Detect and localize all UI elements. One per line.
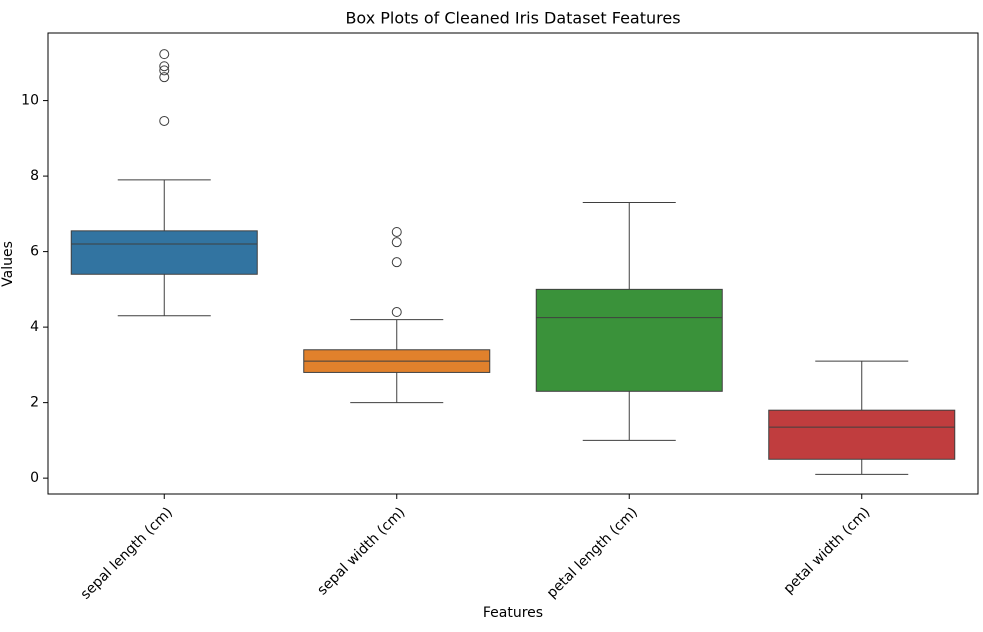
y-tick-label: 4 bbox=[30, 319, 39, 335]
x-axis-label: Features bbox=[483, 605, 543, 621]
y-tick-label: 0 bbox=[30, 470, 39, 486]
outlier bbox=[159, 72, 170, 83]
outlier bbox=[391, 307, 402, 318]
box bbox=[535, 288, 723, 392]
x-tick-label: petal length (cm) bbox=[544, 504, 641, 601]
x-tick-label: sepal width (cm) bbox=[314, 504, 408, 598]
outlier bbox=[159, 65, 170, 76]
y-tick-label: 10 bbox=[21, 93, 39, 109]
y-tick-label: 6 bbox=[30, 244, 39, 260]
chart-title: Box Plots of Cleaned Iris Dataset Featur… bbox=[345, 9, 680, 28]
x-tick-label: petal width (cm) bbox=[781, 504, 874, 597]
plot-frame bbox=[47, 32, 979, 495]
outlier bbox=[391, 257, 402, 268]
outlier bbox=[391, 237, 402, 248]
y-axis-label: Values bbox=[0, 241, 16, 287]
x-tick-label: sepal length (cm) bbox=[78, 504, 176, 602]
outlier bbox=[159, 115, 170, 126]
outlier bbox=[159, 49, 170, 60]
outlier bbox=[391, 226, 402, 237]
y-tick-label: 2 bbox=[30, 395, 39, 411]
outlier bbox=[159, 61, 170, 72]
box bbox=[768, 409, 956, 460]
box bbox=[70, 230, 258, 275]
y-tick-label: 8 bbox=[30, 168, 39, 184]
